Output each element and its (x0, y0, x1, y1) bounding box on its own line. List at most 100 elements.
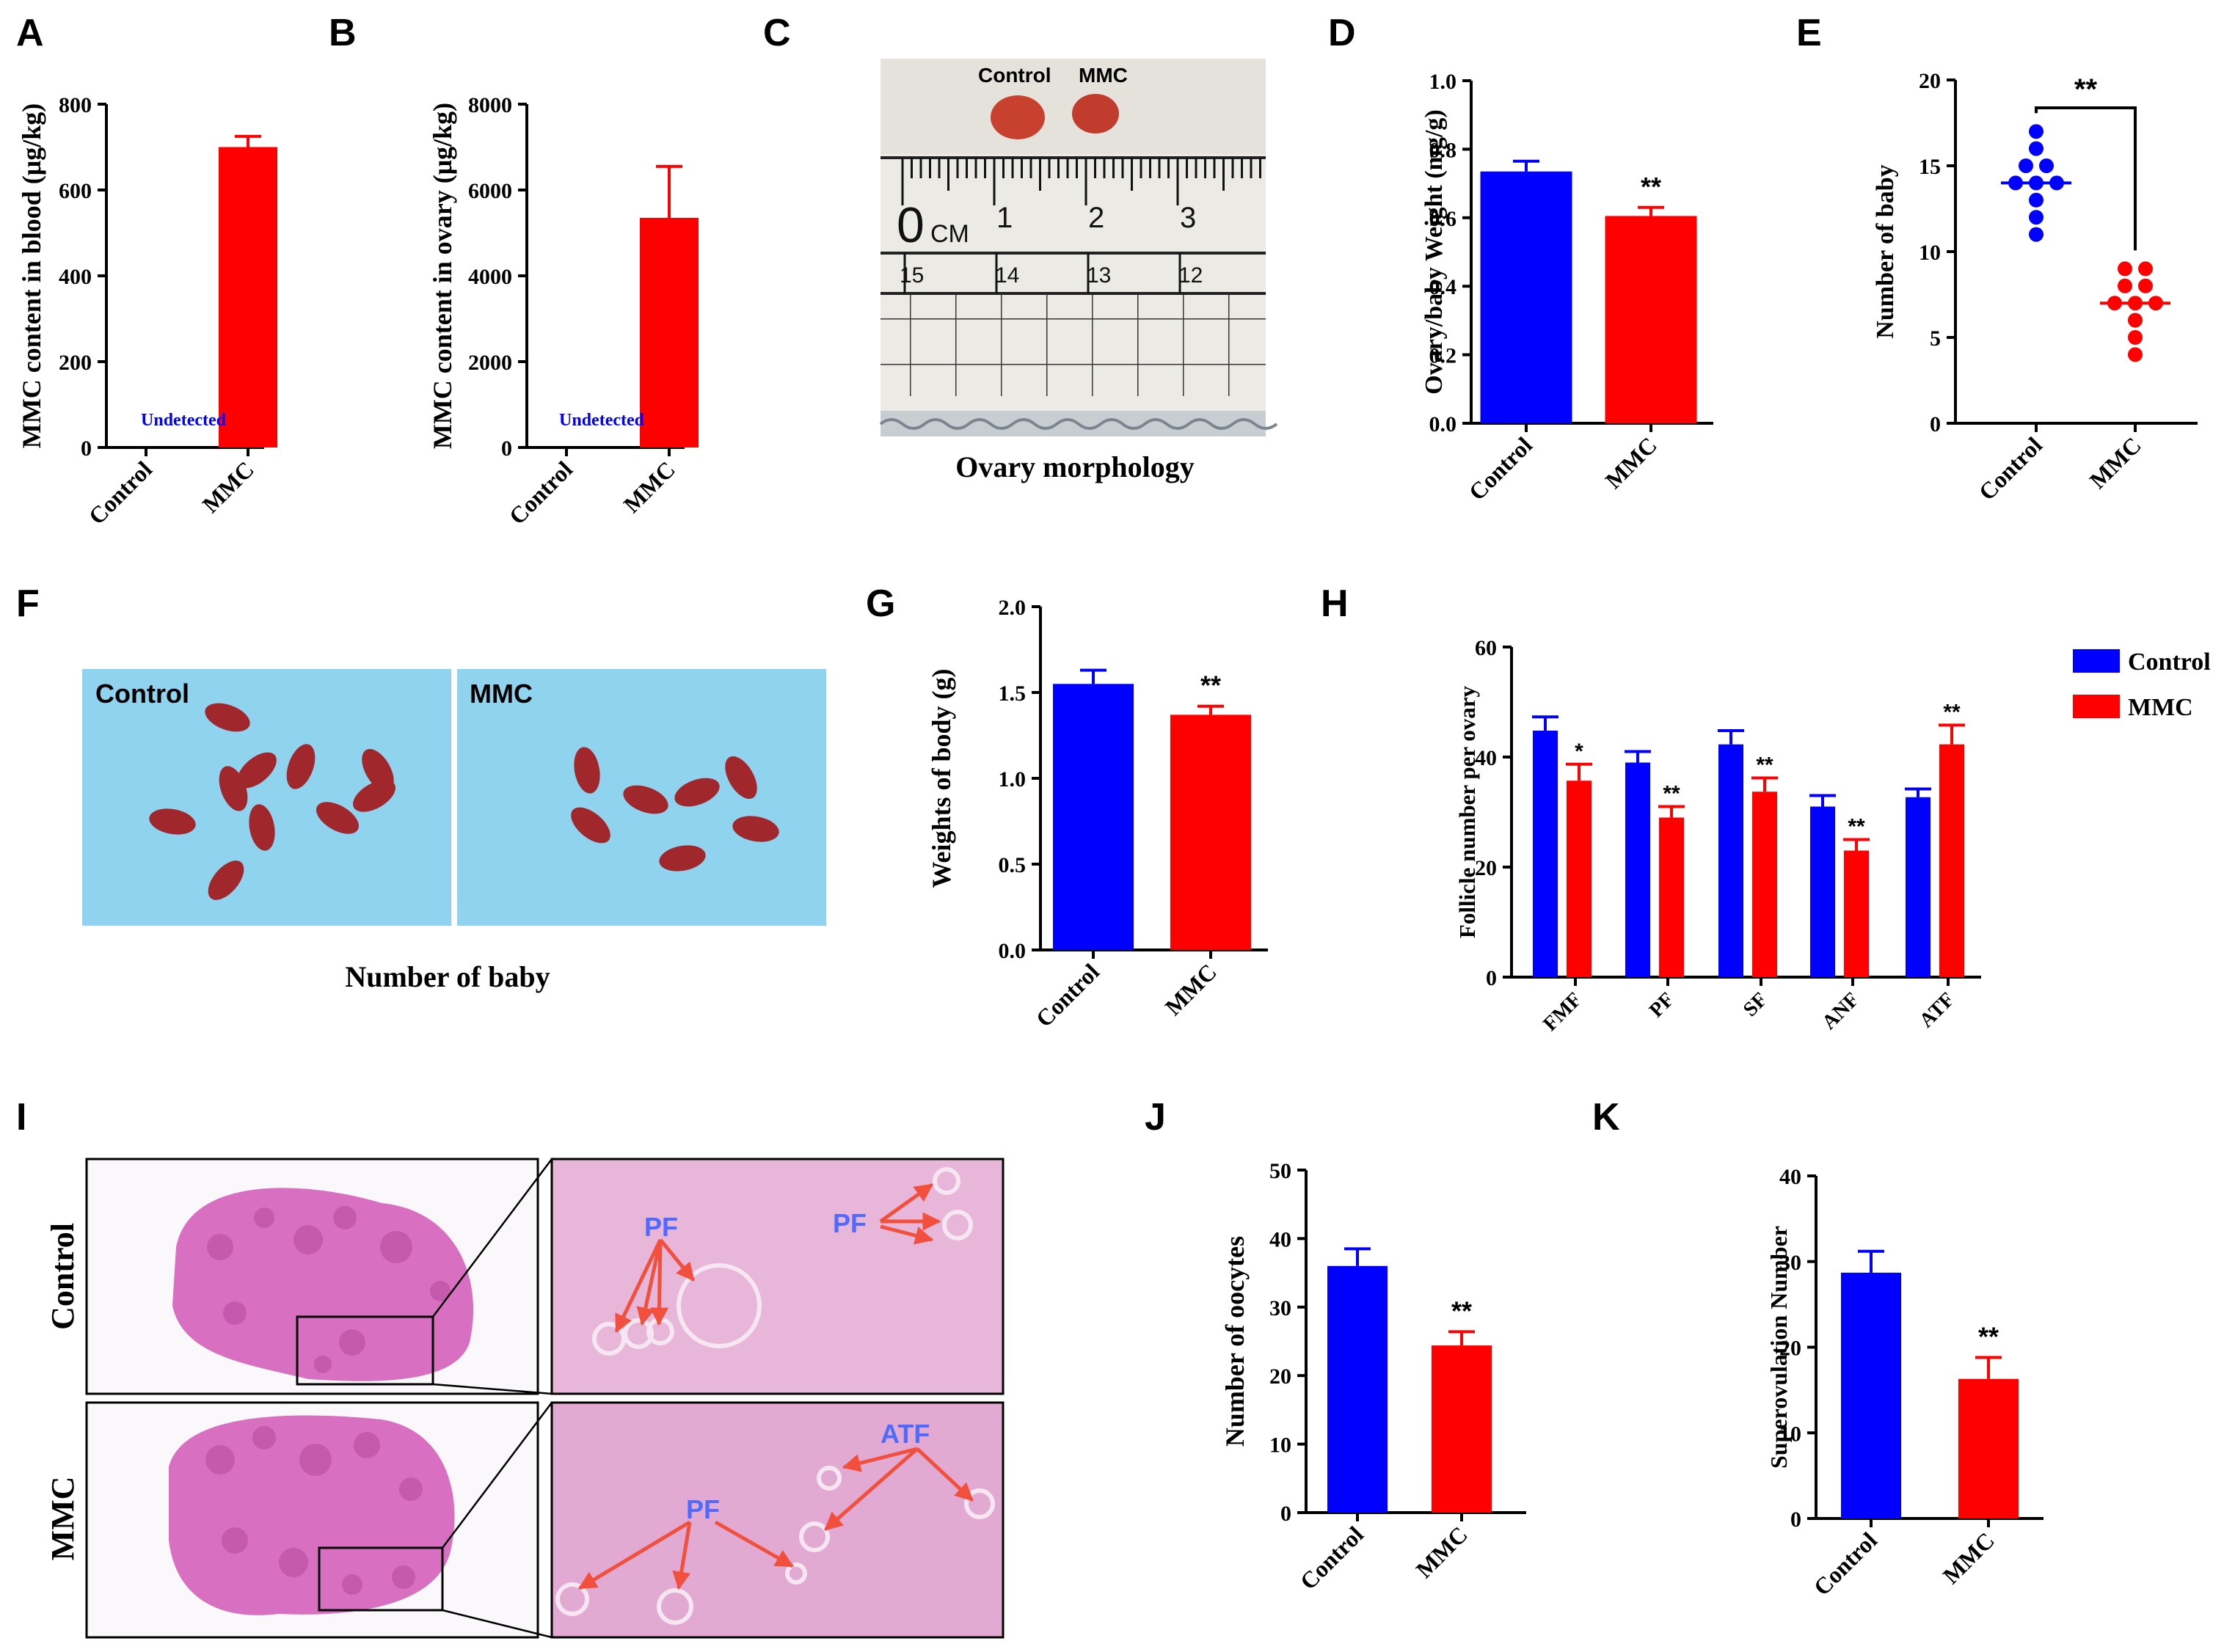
data-point (2039, 158, 2054, 173)
histology-panel: PF PF ATF PF (85, 1158, 1005, 1639)
y-tick-label: 0.5 (999, 853, 1027, 877)
follicle (222, 1527, 248, 1554)
panel-c-caption: Ovary morphology (955, 450, 1195, 483)
data-point (2128, 330, 2143, 345)
follicle (399, 1477, 423, 1501)
bar-mmc (1170, 714, 1251, 950)
data-point (2118, 278, 2132, 293)
bar-control (1718, 744, 1743, 977)
y-tick-label: 20 (1475, 856, 1497, 880)
significance-marker: ** (1756, 753, 1773, 778)
x-tick-label: MMC (1159, 958, 1222, 1020)
y-tick-label: 2.0 (999, 596, 1027, 620)
y-tick-label: 6000 (468, 179, 512, 203)
baby-mouse (249, 804, 275, 851)
bar-mmc (1958, 1378, 2019, 1518)
bar-mmc (1844, 850, 1869, 977)
follicle (314, 1356, 332, 1373)
mmc-ovary (1072, 94, 1119, 134)
baby-mouse (205, 703, 250, 732)
chart-e-number-of-baby: 0 5 10 15 20 Control MMC Number of baby ** (1872, 69, 2198, 505)
baby-mouse (571, 807, 610, 844)
data-point (2128, 313, 2143, 328)
ruler-two: 2 (1088, 202, 1104, 234)
undetected-label: Undetected (559, 411, 645, 430)
chart-g-body-weight: 0.0 0.5 1.0 1.5 2.0 Control MMC Weights of body… (927, 596, 1268, 1032)
x-tick-label: MMC (197, 456, 259, 518)
y-tick-label: 1.5 (999, 681, 1027, 706)
baby-mouse (623, 785, 668, 814)
legend-label-control: Control (2128, 648, 2211, 676)
bar-control (1053, 684, 1134, 950)
bar-control (1480, 171, 1572, 423)
data-point (2128, 347, 2143, 362)
x-tick-label: FMF (1539, 988, 1586, 1036)
panel-letter-c: C (763, 12, 791, 54)
x-tick-label: SF (1739, 988, 1772, 1021)
bar-control (1533, 731, 1558, 977)
data-point (2029, 210, 2043, 225)
bar-mmc (1752, 792, 1777, 977)
data-point (2029, 124, 2043, 139)
y-axis-label: MMC content in blood (μg/kg) (17, 103, 46, 448)
baby-photo-label-control: Control (95, 679, 189, 709)
bar-control (1625, 762, 1650, 977)
bar-mmc (1659, 817, 1684, 977)
y-axis-label: Ovary/baby Weight (mg/g) (1421, 109, 1448, 395)
y-tick-label: 0.2 (1429, 344, 1457, 368)
follicle-zoom (964, 1488, 995, 1519)
x-tick-label: Control (1973, 431, 2047, 505)
significance-marker: ** (1451, 1295, 1472, 1326)
y-tick-label: 20 (1269, 1364, 1291, 1389)
x-tick-label: MMC (2084, 431, 2146, 494)
follicle (339, 1329, 365, 1356)
y-axis-label: Number of oocytes (1220, 1236, 1250, 1447)
data-point (2118, 261, 2132, 277)
follicle (254, 1207, 274, 1228)
data-point (2029, 192, 2043, 208)
y-tick-label: 50 (1269, 1159, 1291, 1183)
significance-marker: ** (2074, 73, 2098, 106)
x-tick-label: Control (1294, 1521, 1368, 1595)
follicle (299, 1444, 332, 1476)
bar-mmc (1605, 216, 1697, 423)
bar-control (1906, 797, 1930, 977)
follicle (223, 1301, 247, 1325)
x-tick-label: ANF (1818, 988, 1864, 1034)
significance-marker: ** (1848, 815, 1865, 839)
y-tick-label: 1.0 (999, 767, 1027, 792)
y-tick-label: 10 (1779, 1422, 1801, 1446)
bar-mmc (1432, 1345, 1492, 1513)
follicle-zoom (933, 1167, 960, 1195)
bar-mmc (219, 147, 277, 447)
significance-marker: ** (1978, 1322, 1999, 1352)
x-tick-label: Control (503, 456, 577, 530)
baby-mouse (659, 845, 706, 871)
significance-marker: * (1575, 739, 1583, 764)
follicle-zoom (785, 1563, 807, 1585)
chart-j-oocytes: 0 10 20 30 40 50 Control MMC Number of oocytes ** (1220, 1159, 1526, 1595)
y-tick-label: 10 (1919, 241, 1941, 265)
follicle (430, 1281, 451, 1301)
y-tick-label: 2000 (468, 351, 512, 375)
ruler-15: 15 (900, 263, 924, 288)
x-tick-label: Control (1030, 958, 1104, 1032)
x-tick-label: MMC (1937, 1527, 1999, 1589)
baby-mouse (732, 816, 779, 842)
follicle (354, 1432, 380, 1458)
baby-mouse (237, 752, 277, 789)
control-ovary (991, 95, 1045, 139)
y-axis-label: Superovulation Number (1765, 1226, 1792, 1469)
y-tick-label: 0.0 (999, 939, 1027, 963)
follicle-zoom (657, 1588, 693, 1625)
ruler-14: 14 (995, 263, 1019, 288)
mmc-ovary-section (169, 1415, 455, 1615)
ovary-ruler-photo: 0 CM 1 2 3 15 14 13 12 Control MMC (879, 59, 1278, 436)
y-tick-label: 40 (1269, 1227, 1291, 1251)
y-tick-label: 5 (1930, 326, 1941, 351)
panel-letter-k: K (1592, 1096, 1620, 1139)
data-point (2029, 227, 2043, 242)
follicle (207, 1234, 233, 1260)
significance-bracket (2035, 106, 2137, 251)
mmc-atf-label: ATF (881, 1419, 930, 1449)
